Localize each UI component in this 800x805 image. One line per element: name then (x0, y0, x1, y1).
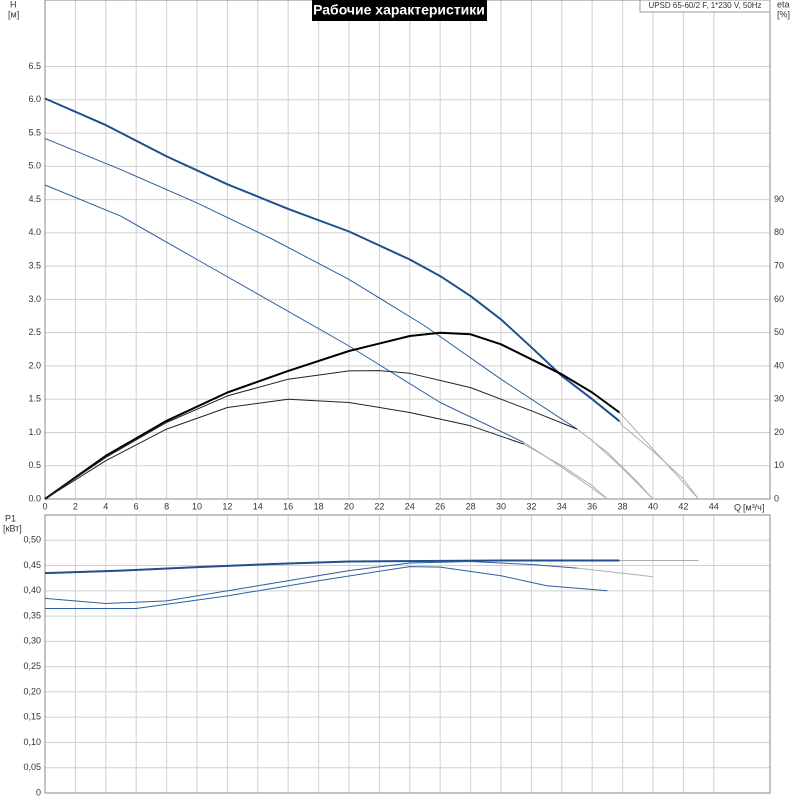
y-tick-label: 0 (36, 787, 41, 797)
x-tick-label: 10 (192, 501, 202, 511)
y2-tick-label: 60 (774, 294, 784, 304)
y2-tick-label: 90 (774, 194, 784, 204)
y-tick-label: 0,40 (23, 585, 41, 595)
curve (619, 412, 699, 500)
x-tick-label: 22 (374, 501, 384, 511)
curve (523, 441, 608, 500)
chart-title: Рабочие характеристики (313, 2, 485, 18)
x-tick-label: 4 (103, 501, 108, 511)
y-tick-label: 0,10 (23, 737, 41, 747)
y-tick-label: 0,20 (23, 686, 41, 696)
curve (523, 443, 608, 500)
y-tick-label: 0,35 (23, 610, 41, 620)
x-tick-label: 18 (314, 501, 324, 511)
x-tick-label: 30 (496, 501, 506, 511)
curve (44, 398, 524, 500)
curve (44, 331, 621, 500)
curve (576, 428, 654, 500)
y2-tick-label: 10 (774, 460, 784, 470)
curve (45, 566, 608, 609)
y2-tick-label: 50 (774, 327, 784, 337)
y-tick-label: 0,45 (23, 560, 41, 570)
y2-tick-label: 30 (774, 394, 784, 404)
y2-unit: [%] (777, 9, 790, 19)
x-tick-label: 38 (618, 501, 628, 511)
x-tick-label: 12 (222, 501, 232, 511)
y-tick-label: 1.0 (28, 427, 41, 437)
y2-tick-label: 80 (774, 227, 784, 237)
x-tick-label: 44 (709, 501, 719, 511)
x-tick-label: 6 (134, 501, 139, 511)
y2-tick-label: 20 (774, 427, 784, 437)
x-tick-label: 16 (283, 501, 293, 511)
x-tick-label: 26 (435, 501, 445, 511)
x-tick-label: 8 (164, 501, 169, 511)
y-tick-label: 0,50 (23, 535, 41, 545)
x-tick-label: 40 (648, 501, 658, 511)
y-tick-label: 0,25 (23, 661, 41, 671)
y-unit: [кВт] (3, 523, 22, 533)
curve (44, 559, 620, 575)
subtitle-box (639, 0, 771, 13)
y2-tick-label: 70 (774, 261, 784, 271)
curve (44, 561, 578, 604)
y-label: P1 (5, 513, 16, 523)
y-tick-label: 2.5 (28, 327, 41, 337)
curve (576, 428, 654, 500)
plot-frame (44, 0, 771, 500)
curve (619, 420, 699, 500)
x-tick-label: 28 (466, 501, 476, 511)
x-tick-label: 0 (42, 501, 47, 511)
x-tick-label: 42 (678, 501, 688, 511)
y-tick-label: 0.5 (28, 460, 41, 470)
x-unit: [м³/ч] (743, 502, 764, 512)
x-tick-label: 24 (405, 501, 415, 511)
y-tick-label: 1.5 (28, 394, 41, 404)
y-tick-label: 5.5 (28, 127, 41, 137)
curve (44, 137, 578, 430)
y-tick-label: 6.0 (28, 94, 41, 104)
curve (44, 184, 525, 443)
y-tick-label: 2.0 (28, 360, 41, 370)
y2-label: eta (777, 0, 790, 9)
y-tick-label: 0,30 (23, 636, 41, 646)
y-label: H (10, 0, 17, 9)
x-tick-label: 34 (557, 501, 567, 511)
title-box (312, 0, 487, 21)
y-tick-label: 0,05 (23, 762, 41, 772)
y2-tick-label: 40 (774, 360, 784, 370)
x-tick-label: 14 (253, 501, 263, 511)
x-tick-label: 2 (73, 501, 78, 511)
y-tick-label: 3.5 (28, 261, 41, 271)
y-tick-label: 3.0 (28, 294, 41, 304)
y-tick-label: 0.0 (28, 493, 41, 503)
x-tick-label: 20 (344, 501, 354, 511)
y-tick-label: 6.5 (28, 61, 41, 71)
x-tick-label: 32 (526, 501, 536, 511)
y2-tick-label: 0 (774, 493, 779, 503)
curve (576, 567, 654, 578)
subtitle: UPSD 65-60/2 F, 1*230 V, 50Hz (648, 1, 761, 10)
x-label: Q (734, 502, 741, 512)
y-tick-label: 4.5 (28, 194, 41, 204)
x-tick-label: 36 (587, 501, 597, 511)
y-tick-label: 5.0 (28, 161, 41, 171)
plot-frame (44, 514, 771, 794)
y-tick-label: 0,15 (23, 712, 41, 722)
y-unit: [м] (8, 9, 19, 19)
curve (44, 370, 578, 500)
y-tick-label: 4.0 (28, 227, 41, 237)
